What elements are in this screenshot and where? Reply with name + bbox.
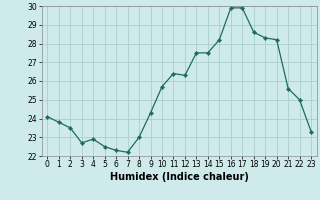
X-axis label: Humidex (Indice chaleur): Humidex (Indice chaleur) (110, 172, 249, 182)
